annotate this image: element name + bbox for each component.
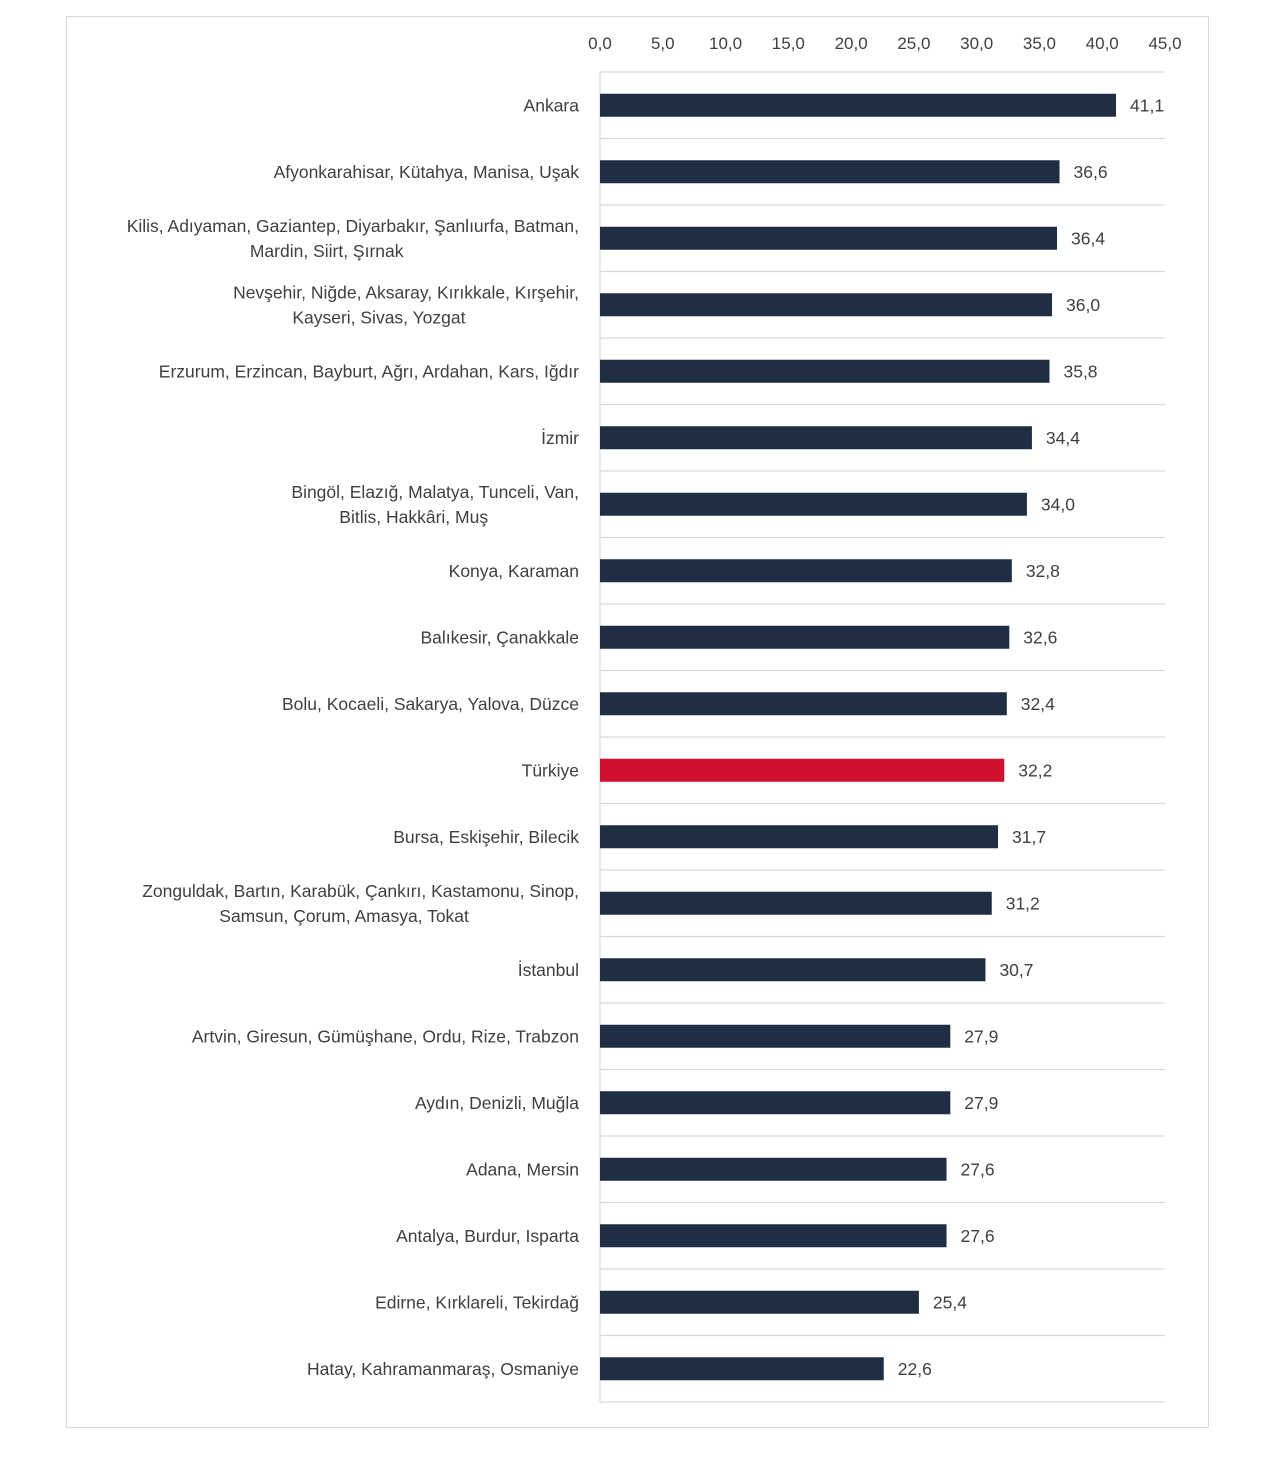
bar — [600, 1024, 951, 1048]
data-label: 36,4 — [1071, 228, 1105, 248]
category-label: Türkiye — [522, 760, 579, 780]
bar — [600, 426, 1032, 450]
x-tick-label: 0,0 — [588, 34, 612, 53]
data-label: 34,0 — [1041, 494, 1075, 514]
category-labels: Ankara Afyonkarahisar, Kütahya, Manisa, U… — [127, 95, 580, 1379]
chart-frame — [66, 16, 1209, 1428]
x-axis-ticks: 0,0 5,0 10,0 15,0 20,0 25,0 30,0 35,0 40,0 45,0 — [588, 34, 1181, 53]
data-label: 36,6 — [1074, 162, 1108, 182]
data-label: 27,6 — [961, 1226, 995, 1246]
category-label: İzmir — [541, 428, 579, 448]
data-label: 27,9 — [964, 1093, 998, 1113]
bar — [600, 1091, 951, 1115]
bar — [600, 559, 1012, 583]
bar — [600, 625, 1010, 649]
x-tick-label: 5,0 — [651, 34, 675, 53]
bar — [600, 1157, 947, 1181]
data-label: 31,2 — [1006, 893, 1040, 913]
bar — [600, 293, 1052, 317]
bar — [600, 891, 992, 915]
bar — [600, 1224, 947, 1248]
category-label: Artvin, Giresun, Gümüşhane, Ordu, Rize, … — [192, 1026, 579, 1046]
category-label: Zonguldak, Bartın, Karabük, Çankırı, Kas… — [142, 881, 579, 901]
data-label: 27,6 — [961, 1159, 995, 1179]
category-label: Mardin, Siirt, Şırnak — [250, 241, 404, 261]
bar — [600, 692, 1007, 716]
category-label: Kilis, Adıyaman, Gaziantep, Diyarbakır, … — [127, 216, 579, 236]
category-label: Ankara — [524, 95, 580, 115]
bar — [600, 1357, 884, 1381]
data-label: 25,4 — [933, 1292, 967, 1312]
category-label: Bingöl, Elazığ, Malatya, Tunceli, Van, — [291, 482, 579, 502]
bar — [600, 492, 1027, 516]
category-label: Aydın, Denizli, Muğla — [415, 1093, 579, 1113]
x-tick-label: 35,0 — [1023, 34, 1056, 53]
data-label: 32,8 — [1026, 561, 1060, 581]
bar-highlight — [600, 758, 1005, 782]
category-label: Bursa, Eskişehir, Bilecik — [393, 827, 579, 847]
bar — [600, 958, 986, 982]
x-tick-label: 40,0 — [1086, 34, 1119, 53]
data-label: 41,1 — [1130, 95, 1164, 115]
bar — [600, 160, 1060, 184]
category-label: Edirne, Kırklareli, Tekirdağ — [375, 1292, 579, 1312]
category-label: İstanbul — [518, 960, 579, 980]
x-tick-label: 25,0 — [897, 34, 930, 53]
category-label: Hatay, Kahramanmaraş, Osmaniye — [307, 1359, 579, 1379]
data-label: 32,4 — [1021, 694, 1055, 714]
category-label: Konya, Karaman — [449, 561, 579, 581]
category-label: Kayseri, Sivas, Yozgat — [292, 307, 465, 327]
category-label: Antalya, Burdur, Isparta — [396, 1226, 579, 1246]
category-label: Bitlis, Hakkâri, Muş — [339, 507, 488, 527]
bar — [600, 93, 1117, 117]
bars — [600, 93, 1117, 1381]
data-label: 22,6 — [898, 1359, 932, 1379]
category-label: Nevşehir, Niğde, Aksaray, Kırıkkale, Kır… — [233, 282, 579, 302]
category-label: Balıkesir, Çanakkale — [420, 627, 579, 647]
category-label: Adana, Mersin — [466, 1159, 579, 1179]
category-label: Afyonkarahisar, Kütahya, Manisa, Uşak — [274, 162, 580, 182]
data-label: 27,9 — [964, 1026, 998, 1046]
data-labels: 41,1 36,6 36,4 36,0 35,8 34,4 34,0 32,8 32,6 32,4… — [898, 95, 1164, 1379]
bar — [600, 825, 999, 849]
data-label: 30,7 — [999, 960, 1033, 980]
bar — [600, 226, 1058, 250]
x-tick-label: 20,0 — [835, 34, 868, 53]
data-label: 36,0 — [1066, 295, 1100, 315]
data-label: 32,2 — [1018, 760, 1052, 780]
data-label: 31,7 — [1012, 827, 1046, 847]
x-tick-label: 10,0 — [709, 34, 742, 53]
category-label: Erzurum, Erzincan, Bayburt, Ağrı, Ardaha… — [159, 361, 579, 381]
bar — [600, 1290, 919, 1314]
category-label: Samsun, Çorum, Amasya, Tokat — [219, 906, 469, 926]
x-tick-label: 30,0 — [960, 34, 993, 53]
category-label: Bolu, Kocaeli, Sakarya, Yalova, Düzce — [282, 694, 579, 714]
data-label: 34,4 — [1046, 428, 1080, 448]
gridlines — [599, 71, 1165, 1403]
x-tick-label: 15,0 — [772, 34, 805, 53]
data-label: 32,6 — [1023, 627, 1057, 647]
x-tick-label: 45,0 — [1148, 34, 1181, 53]
data-label: 35,8 — [1063, 361, 1097, 381]
bar — [600, 359, 1050, 383]
